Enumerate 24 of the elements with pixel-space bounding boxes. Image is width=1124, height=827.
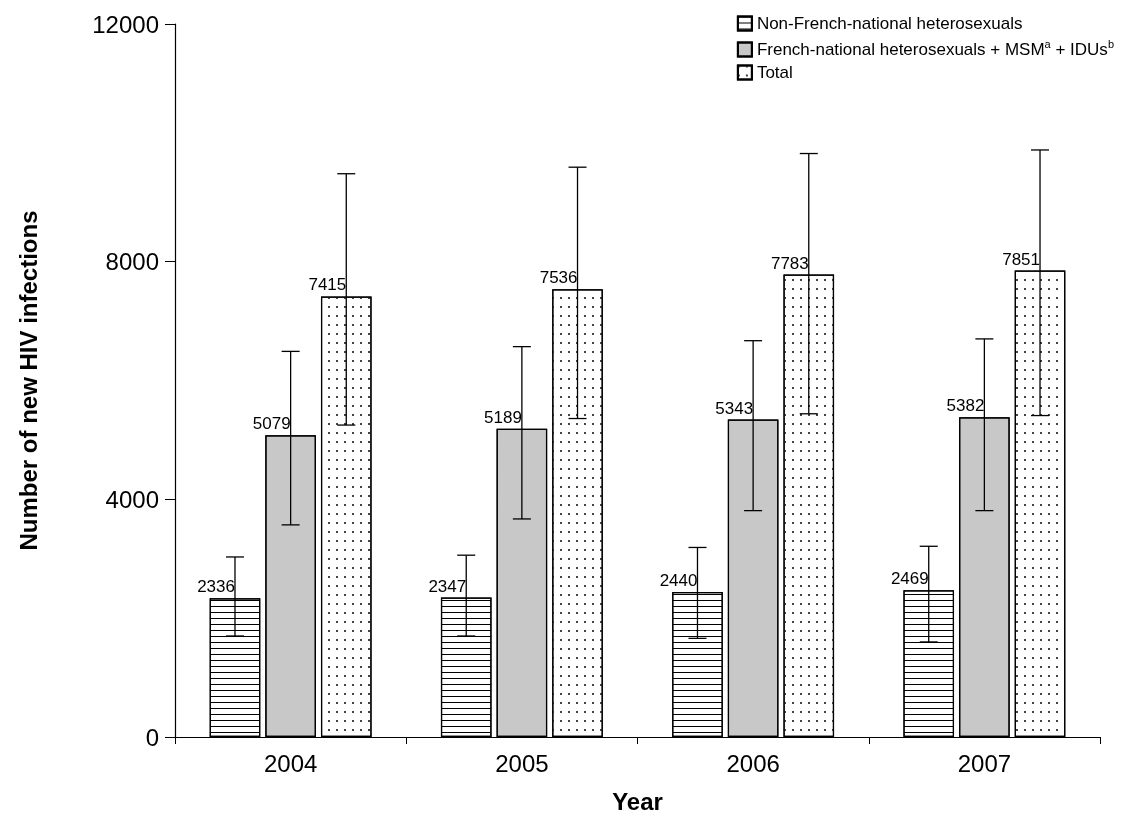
data-label: 7415	[308, 275, 347, 295]
data-label: 5189	[484, 407, 522, 427]
data-label: 7851	[1002, 249, 1041, 269]
data-label: 5382	[946, 396, 985, 416]
legend-label: Non-French-national heterosexuals	[756, 14, 1023, 33]
x-axis-title: Year	[612, 787, 663, 815]
legend-label: Total	[756, 63, 793, 82]
data-label: 7783	[770, 253, 809, 273]
data-label: 5079	[252, 414, 291, 434]
y-tick-label: 0	[145, 723, 159, 751]
y-axis-title: Number of new HIV infections	[14, 210, 42, 551]
y-tick-label: 4000	[105, 485, 159, 513]
data-label: 2336	[197, 577, 235, 597]
data-label: 7536	[539, 268, 578, 288]
data-label: 2469	[890, 569, 929, 589]
y-tick-label: 12000	[92, 10, 159, 38]
x-tick-label: 2005	[495, 749, 549, 777]
data-label: 2440	[659, 571, 698, 591]
x-tick-label: 2006	[726, 749, 780, 777]
x-tick-label: 2007	[957, 749, 1012, 777]
data-label: 2347	[428, 576, 467, 596]
x-tick-label: 2004	[263, 749, 318, 777]
data-label: 5343	[715, 398, 754, 418]
y-tick-label: 8000	[105, 248, 159, 276]
